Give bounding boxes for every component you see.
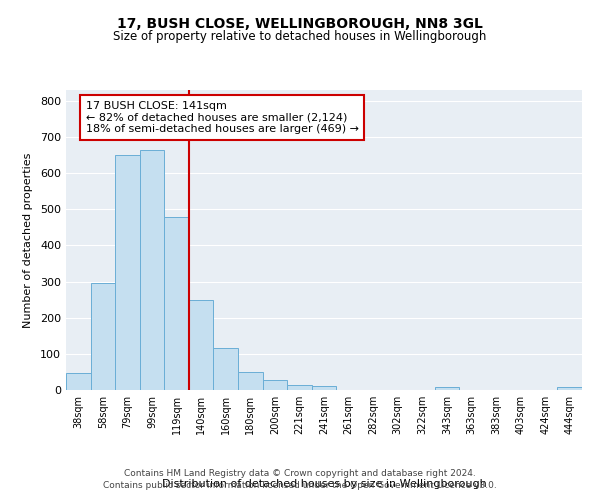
X-axis label: Distribution of detached houses by size in Wellingborough: Distribution of detached houses by size … (161, 478, 487, 488)
Bar (557, 388, 582, 390)
Bar (214, 348, 238, 390)
Bar (164, 216, 189, 390)
Text: Size of property relative to detached houses in Wellingborough: Size of property relative to detached ho… (113, 30, 487, 43)
Bar (140, 150, 164, 390)
Bar (263, 380, 287, 390)
Bar (91, 284, 115, 390)
Text: 17, BUSH CLOSE, WELLINGBOROUGH, NN8 3GL: 17, BUSH CLOSE, WELLINGBOROUGH, NN8 3GL (117, 18, 483, 32)
Text: Contains HM Land Registry data © Crown copyright and database right 2024.: Contains HM Land Registry data © Crown c… (124, 468, 476, 477)
Bar (66, 373, 91, 390)
Bar (434, 388, 459, 390)
Y-axis label: Number of detached properties: Number of detached properties (23, 152, 33, 328)
Bar (189, 300, 214, 390)
Bar (312, 386, 336, 390)
Bar (287, 385, 312, 390)
Bar (115, 155, 140, 390)
Text: Contains public sector information licensed under the Open Government Licence v3: Contains public sector information licen… (103, 481, 497, 490)
Text: 17 BUSH CLOSE: 141sqm
← 82% of detached houses are smaller (2,124)
18% of semi-d: 17 BUSH CLOSE: 141sqm ← 82% of detached … (86, 101, 359, 134)
Bar (238, 372, 263, 390)
